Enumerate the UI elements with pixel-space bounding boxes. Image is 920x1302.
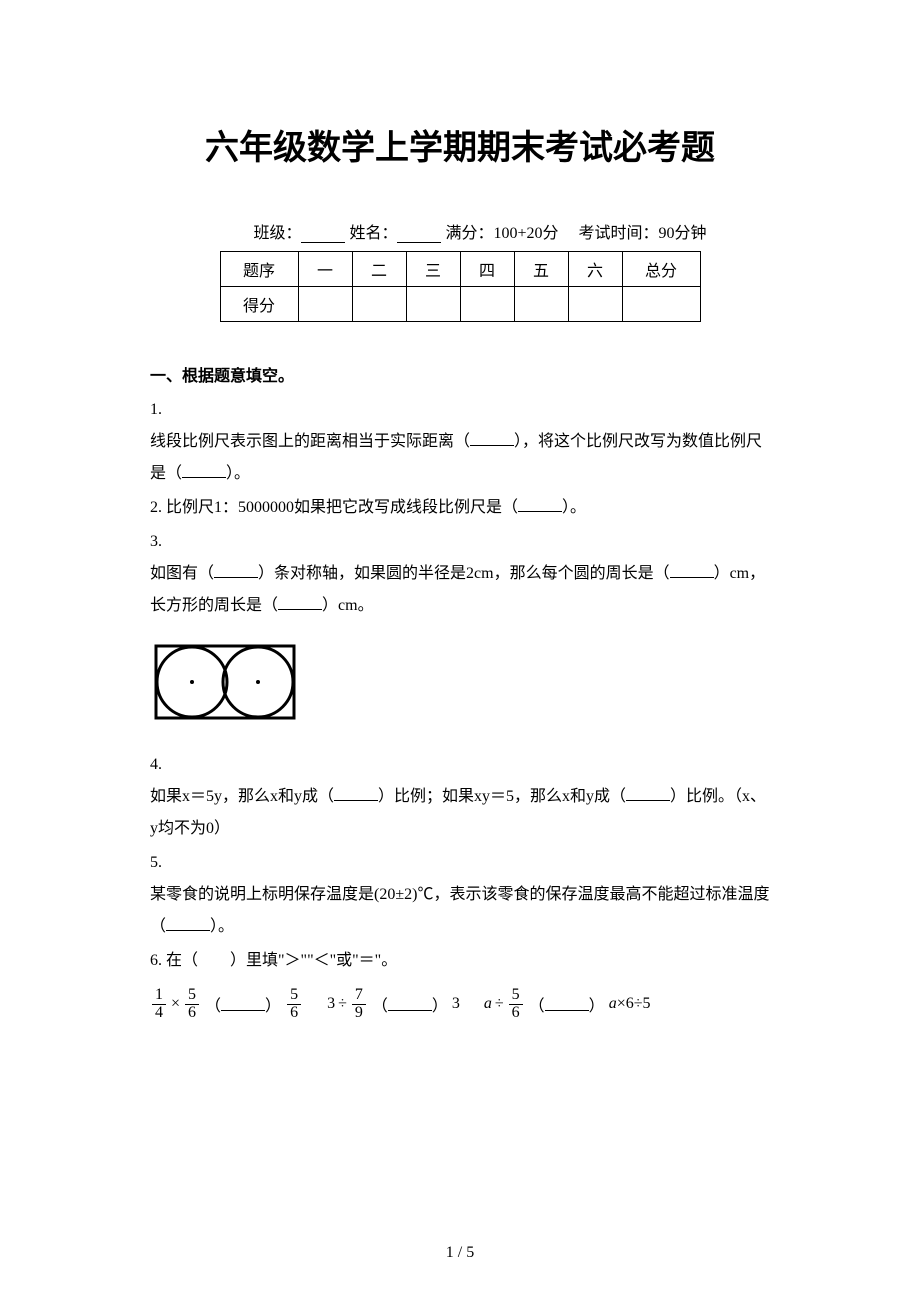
- q-text: 线段比例尺表示图上的距离相当于实际距离（: [150, 433, 470, 450]
- exam-info-line: 班级： 姓名： 满分：100+20分 考试时间：90分钟: [150, 219, 770, 243]
- frac-den: 6: [185, 1005, 199, 1022]
- compare-blank[interactable]: （）: [529, 992, 605, 1016]
- fraction: 56: [509, 987, 523, 1022]
- compare-blank[interactable]: （）: [205, 992, 281, 1016]
- question-2: 2. 比例尺1：5000000如果把它改写成线段比例尺是（ ）。: [150, 492, 770, 524]
- var-a: a: [609, 995, 617, 1012]
- section-heading: 一、根据题意填空。: [150, 362, 770, 386]
- frac-den: 4: [152, 1005, 166, 1022]
- th-label: 题序: [220, 252, 298, 287]
- th-col: 五: [514, 252, 568, 287]
- q-text: ）比例；如果xy＝5，那么x和y成（: [378, 788, 626, 805]
- question-5: 5. 某零食的说明上标明保存温度是(20±2)℃，表示该零食的保存温度最高不能超…: [150, 847, 770, 943]
- q-text: ）条对称轴，如果圆的半径是2cm，那么每个圆的周长是（: [258, 565, 670, 582]
- lhs: 3: [327, 995, 335, 1013]
- fraction: 56: [185, 987, 199, 1022]
- op-multiply: ×: [171, 995, 180, 1013]
- two-circles-icon: [150, 640, 300, 730]
- fraction: 14: [152, 987, 166, 1022]
- class-label: 班级：: [253, 225, 301, 242]
- var-a: a: [484, 995, 492, 1012]
- q-num: 5.: [150, 854, 162, 871]
- duration-label: 考试时间：: [579, 225, 659, 242]
- q-text: ）。: [562, 499, 586, 516]
- score-cell[interactable]: [568, 287, 622, 322]
- q-text: 在（ ）里填"＞""＜"或"＝"。: [166, 952, 397, 969]
- question-1: 1. 线段比例尺表示图上的距离相当于实际距离（），将这个比例尺改写为数值比例尺是…: [150, 394, 770, 490]
- expr-1: 14 × 56 （） 56: [150, 987, 303, 1022]
- question-6: 6. 在（ ）里填"＞""＜"或"＝"。: [150, 945, 770, 977]
- score-cell[interactable]: [352, 287, 406, 322]
- th-col: 二: [352, 252, 406, 287]
- q-num: 6.: [150, 952, 166, 969]
- th-col: 三: [406, 252, 460, 287]
- q-num: 1.: [150, 401, 162, 418]
- q-text: 如果x＝5y，那么x和y成（: [150, 788, 334, 805]
- answer-blank[interactable]: [334, 787, 378, 801]
- fullmarks-value: 100+20分: [493, 225, 558, 242]
- name-label: 姓名：: [349, 225, 397, 242]
- answer-blank[interactable]: [626, 787, 670, 801]
- figure-two-circles: [150, 640, 770, 735]
- fraction: 79: [352, 987, 366, 1022]
- answer-blank[interactable]: [470, 432, 514, 446]
- page-title: 六年级数学上学期期末考试必考题: [150, 120, 770, 169]
- class-blank[interactable]: [301, 225, 345, 243]
- lhs: a: [484, 995, 492, 1013]
- page-footer: 1 / 5: [0, 1244, 920, 1262]
- q-num: 2.: [150, 499, 166, 516]
- answer-blank[interactable]: [278, 596, 322, 610]
- answer-blank[interactable]: [166, 917, 210, 931]
- table-row: 题序 一 二 三 四 五 六 总分: [220, 252, 700, 287]
- q-text: 如图有（: [150, 565, 214, 582]
- table-row: 得分: [220, 287, 700, 322]
- th-col: 六: [568, 252, 622, 287]
- answer-blank[interactable]: [518, 498, 562, 512]
- rhs: a×6÷5: [609, 995, 651, 1013]
- th-total: 总分: [622, 252, 700, 287]
- rhs: 3: [452, 995, 460, 1013]
- frac-num: 5: [509, 987, 523, 1005]
- td-label: 得分: [220, 287, 298, 322]
- frac-num: 5: [185, 987, 199, 1005]
- score-cell[interactable]: [622, 287, 700, 322]
- frac-den: 6: [287, 1005, 301, 1022]
- score-cell[interactable]: [298, 287, 352, 322]
- expr-3: a ÷ 56 （） a×6÷5: [484, 987, 651, 1022]
- q-text: 某零食的说明上标明保存温度是(20±2)℃，表示该零食的保存温度最高不能超过标准…: [150, 886, 769, 935]
- q-text: ）。: [210, 918, 234, 935]
- fraction: 56: [287, 987, 301, 1022]
- compare-blank[interactable]: （）: [372, 992, 448, 1016]
- answer-blank[interactable]: [182, 464, 226, 478]
- q-text: 比例尺1：5000000如果把它改写成线段比例尺是（: [166, 499, 518, 516]
- math-comparison-line: 14 × 56 （） 56 3 ÷ 79 （） 3 a ÷ 56 （） a×6÷…: [150, 987, 770, 1022]
- score-cell[interactable]: [514, 287, 568, 322]
- frac-den: 6: [509, 1005, 523, 1022]
- score-cell[interactable]: [460, 287, 514, 322]
- duration-value: 90分钟: [659, 225, 707, 242]
- question-3: 3. 如图有（）条对称轴，如果圆的半径是2cm，那么每个圆的周长是（）cm，长方…: [150, 526, 770, 622]
- q-text: ）cm。: [322, 597, 374, 614]
- op-divide: ÷: [495, 995, 504, 1013]
- expr-2: 3 ÷ 79 （） 3: [327, 987, 460, 1022]
- th-col: 一: [298, 252, 352, 287]
- frac-num: 5: [287, 987, 301, 1005]
- question-4: 4. 如果x＝5y，那么x和y成（）比例；如果xy＝5，那么x和y成（）比例。（…: [150, 749, 770, 845]
- q-text: ）。: [226, 465, 250, 482]
- th-col: 四: [460, 252, 514, 287]
- q-num: 3.: [150, 533, 162, 550]
- op-divide: ÷: [338, 995, 347, 1013]
- frac-den: 9: [352, 1005, 366, 1022]
- answer-blank[interactable]: [214, 564, 258, 578]
- q-num: 4.: [150, 756, 162, 773]
- name-blank[interactable]: [397, 225, 441, 243]
- frac-num: 1: [152, 987, 166, 1005]
- score-table: 题序 一 二 三 四 五 六 总分 得分: [220, 251, 701, 322]
- answer-blank[interactable]: [670, 564, 714, 578]
- score-cell[interactable]: [406, 287, 460, 322]
- fullmarks-label: 满分：: [445, 225, 493, 242]
- frac-num: 7: [352, 987, 366, 1005]
